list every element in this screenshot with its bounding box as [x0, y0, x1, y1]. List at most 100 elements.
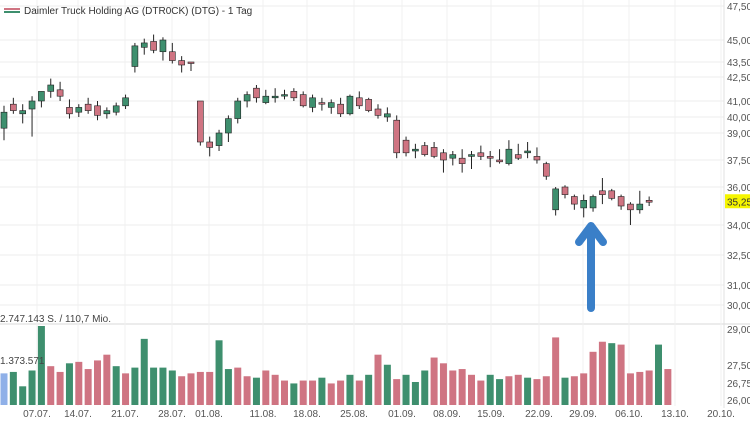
candle — [617, 194, 625, 210]
candle-body — [599, 190, 606, 195]
candle — [327, 99, 335, 114]
candle-body — [571, 196, 578, 205]
price-tick-label: 31,00 — [727, 281, 750, 292]
candle-body — [318, 102, 326, 105]
candle — [505, 140, 513, 166]
volume-bar — [655, 344, 662, 405]
candle — [299, 91, 307, 108]
candle-body — [19, 110, 27, 115]
date-axis: 07.07. 14.07. 21.07. 28.07. 01.08. 11.08. 18.0… — [23, 409, 735, 420]
candle — [589, 194, 597, 212]
candle — [477, 145, 485, 160]
candle — [524, 142, 531, 159]
candle — [496, 149, 503, 164]
candle — [169, 42, 176, 64]
candle-body — [393, 119, 401, 154]
candle-body — [645, 200, 653, 203]
candle — [645, 196, 653, 206]
volume-bar — [262, 370, 270, 405]
candle-body — [290, 91, 298, 99]
volume-bar — [178, 376, 186, 405]
candle — [636, 190, 644, 214]
candle — [75, 104, 83, 117]
date-tick-label: 28.07. — [158, 409, 186, 420]
volume-bar — [468, 374, 475, 405]
candle-body — [271, 95, 279, 99]
volume-bar — [374, 354, 382, 405]
candle — [84, 97, 92, 114]
candle-body — [187, 61, 195, 64]
candle — [430, 142, 438, 159]
candle-body — [449, 154, 457, 159]
volume-bar — [234, 367, 242, 405]
candle-body — [430, 147, 438, 157]
volume-bar — [290, 383, 298, 405]
volume-bar — [617, 344, 625, 405]
volume-bar — [514, 374, 522, 405]
candle — [337, 97, 344, 117]
volume-bar — [458, 369, 466, 405]
candle — [468, 151, 475, 169]
price-axis: 47,50 45,00 43,50 42,50 41,00 40,00 39,00 37,50… — [727, 2, 750, 312]
candle-body — [225, 118, 232, 134]
x-grid-lines — [36, 0, 722, 406]
candle — [0, 105, 8, 141]
price-tick-label: 32,50 — [727, 251, 750, 262]
price-tick-label: 43,50 — [727, 58, 750, 69]
volume-bar — [215, 340, 223, 405]
up-arrow-icon — [575, 222, 607, 312]
candle-body — [215, 132, 223, 146]
volume-bar — [608, 343, 616, 405]
date-tick-label: 13.10. — [661, 409, 689, 420]
candle-body — [627, 203, 634, 211]
candle — [393, 115, 401, 159]
volume-bar — [9, 371, 17, 405]
candle — [384, 107, 391, 122]
candle-body — [468, 154, 475, 157]
volume-bar — [56, 371, 64, 405]
price-tick-label: 40,00 — [727, 113, 750, 124]
candle — [271, 88, 279, 103]
candle — [159, 37, 167, 61]
date-tick-label: 08.09. — [433, 409, 461, 420]
candle-body — [327, 102, 335, 108]
candle — [458, 149, 466, 173]
volume-bar — [252, 377, 260, 405]
volume-bar — [168, 370, 176, 405]
candle — [421, 142, 429, 157]
volume-bar — [159, 367, 167, 405]
candle-body — [580, 200, 588, 209]
candle — [627, 202, 634, 225]
candle-body — [561, 186, 569, 195]
candle-body — [159, 39, 167, 53]
volume-bar — [0, 373, 8, 405]
candle-body — [514, 154, 522, 159]
chart-title: Daimler Truck Holding AG (DTR0CK) (DTG) … — [24, 6, 252, 17]
volume-bar — [383, 364, 391, 405]
candle — [103, 107, 111, 119]
volume-bar — [243, 376, 251, 405]
candle — [66, 99, 73, 119]
price-tick-label: 41,00 — [727, 97, 750, 108]
volume-bar — [327, 383, 335, 405]
volume-bar — [281, 380, 288, 405]
candle-body — [477, 152, 485, 157]
volume-bar — [430, 357, 438, 405]
candle — [374, 104, 382, 119]
last-price-badge: 35,25 — [725, 194, 750, 209]
candle — [608, 188, 616, 201]
volume-bar — [75, 361, 83, 405]
volume-bar — [112, 366, 120, 405]
candle-body — [617, 196, 625, 207]
candle — [514, 143, 522, 160]
volume-bar — [411, 381, 419, 405]
volume-bar — [206, 371, 214, 405]
volume-marker-label: 1.373.571 — [0, 356, 45, 367]
candle — [187, 61, 195, 71]
candle-body — [84, 103, 92, 111]
candle — [28, 96, 36, 137]
candle-body — [253, 87, 260, 99]
volume-bar — [636, 371, 644, 405]
candle-body — [122, 97, 129, 107]
volume-bar — [28, 370, 36, 405]
